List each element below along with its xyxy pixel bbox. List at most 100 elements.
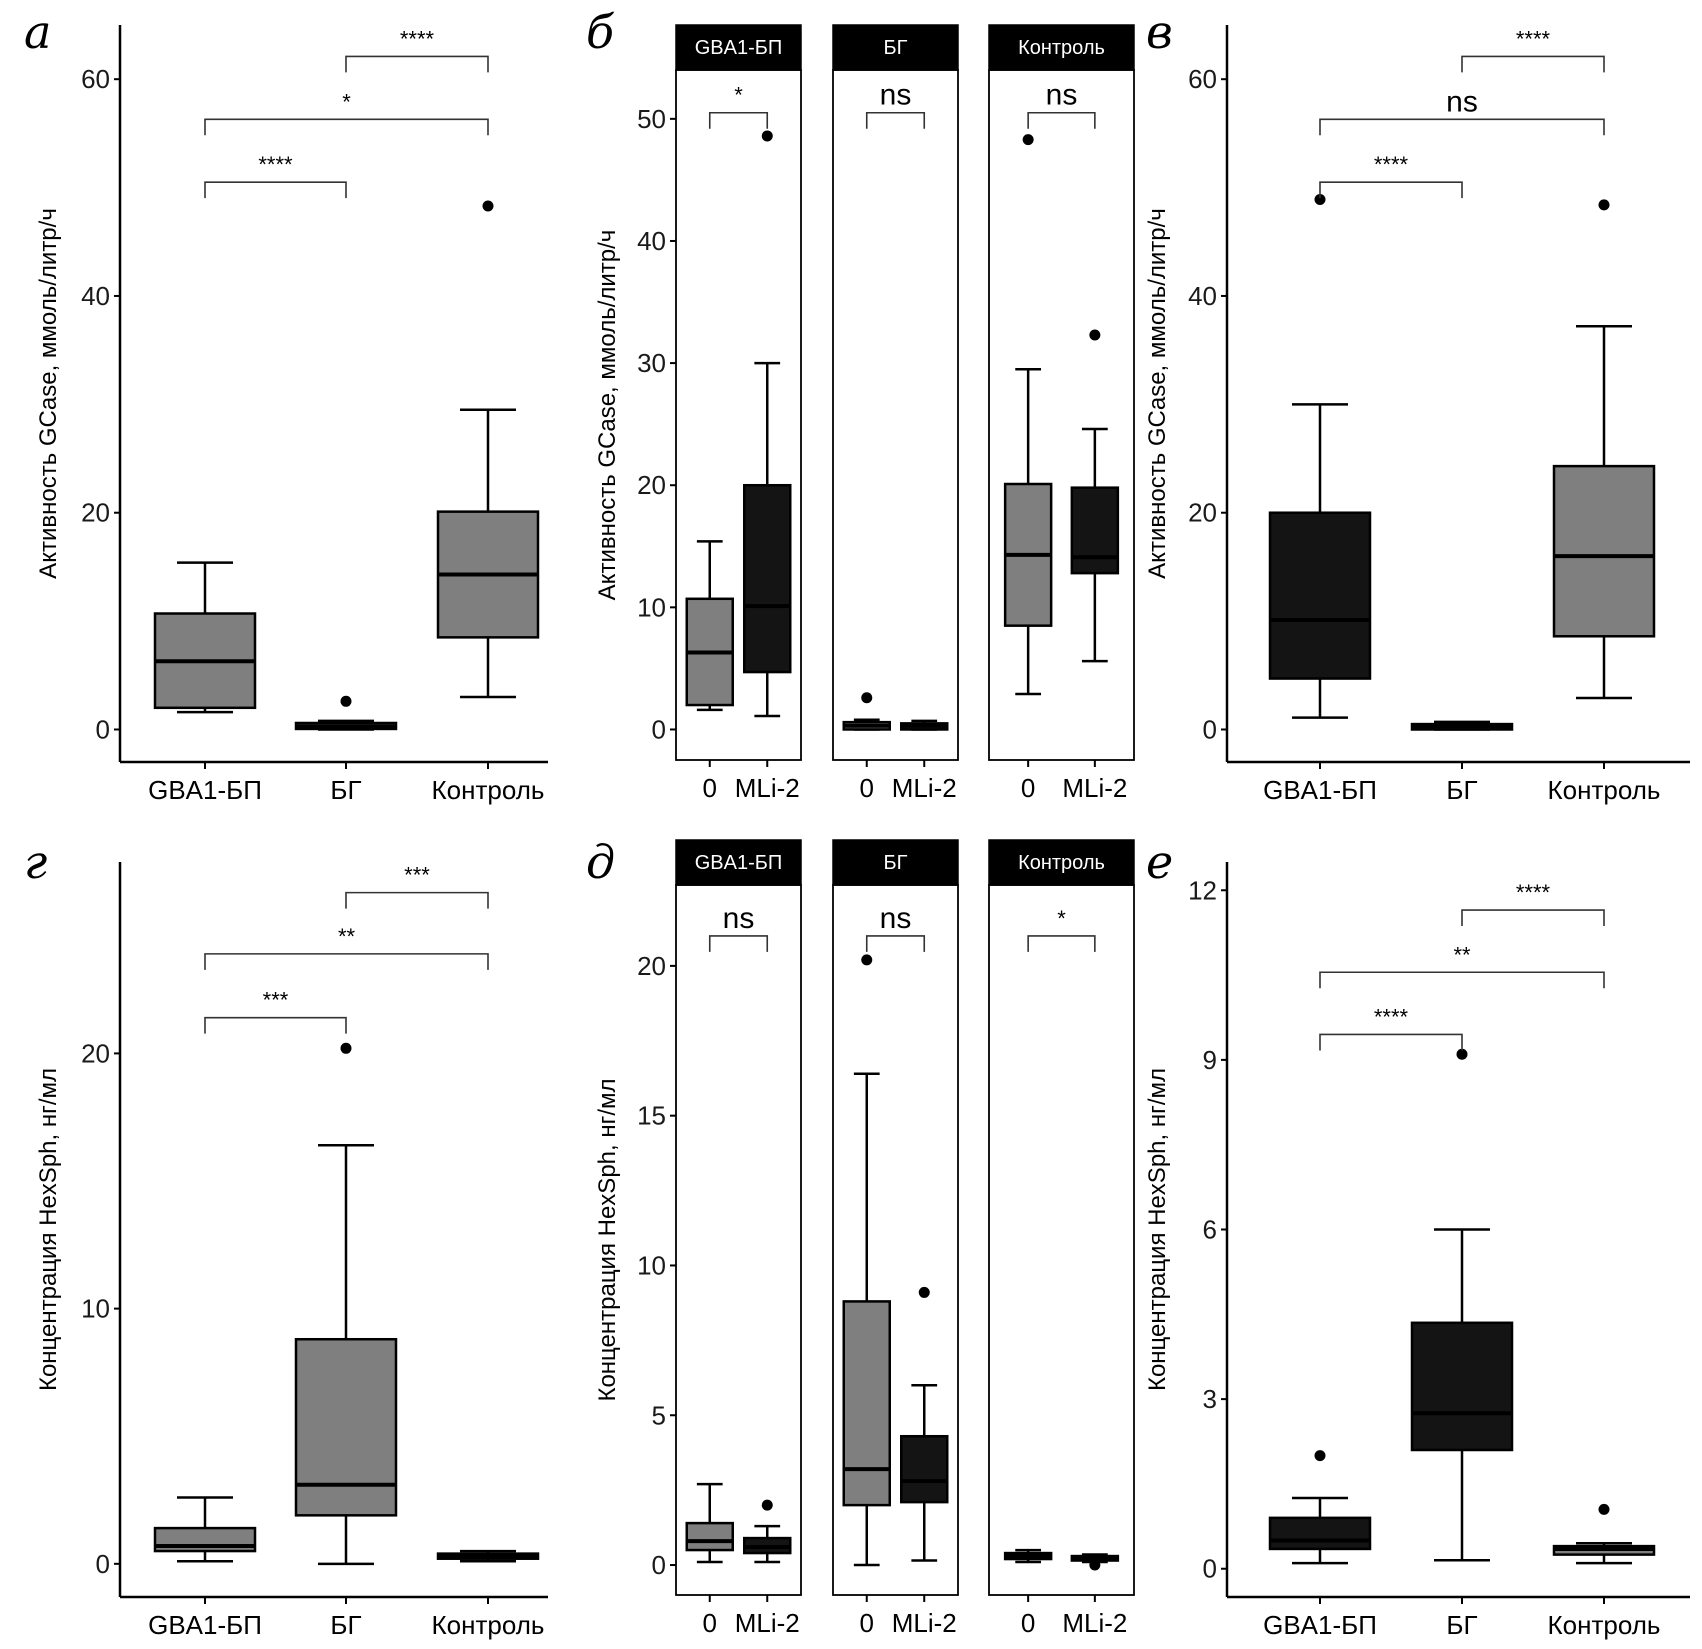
outlier-point (1089, 329, 1101, 341)
significance-bracket (1319, 971, 1605, 989)
outlier-point (861, 692, 873, 704)
y-tick-label: 20 (81, 1038, 110, 1068)
significance-bracket (865, 935, 926, 952)
outlier-point (1456, 1048, 1468, 1060)
box-iqr (1552, 464, 1656, 638)
significance-label: **** (1516, 880, 1551, 905)
significance-label: **** (1374, 1004, 1409, 1029)
box-Контроль (436, 1549, 540, 1563)
facet-strip-label: GBA1-БП (695, 852, 783, 874)
x-tick-label: 0 (1021, 773, 1035, 803)
y-tick-label: 12 (1188, 875, 1217, 905)
significance-bracket (865, 111, 926, 129)
x-tick-label: БГ (330, 775, 361, 805)
outlier-point (1598, 1503, 1610, 1515)
y-axis-title: Активность GCase, ммоль/литр/ч (594, 230, 621, 601)
significance-bracket (1319, 1033, 1463, 1051)
x-tick-label: MLi-2 (735, 773, 800, 803)
y-tick-label: 40 (1188, 281, 1217, 311)
box-Контроль (436, 200, 540, 699)
y-axis-title: Концентрация HexSph, нг/мл (594, 1078, 621, 1401)
box-iqr (294, 1337, 398, 1517)
facet-strip-label: БГ (884, 37, 908, 59)
box-БГ (1410, 1048, 1514, 1562)
significance-bracket (204, 953, 489, 970)
y-tick-label: 40 (637, 226, 666, 256)
facet-БГ: БГ 0 MLi-2 ns (832, 839, 959, 1638)
facet-strip (832, 839, 959, 886)
box-0 (842, 692, 891, 731)
x-tick-label: MLi-2 (892, 773, 957, 803)
facet-strip-label: БГ (884, 852, 908, 874)
significance-label: * (342, 89, 351, 114)
facet-strip (675, 839, 802, 886)
significance-label: **** (400, 26, 435, 51)
box-iqr (842, 1300, 891, 1507)
y-tick-label: 9 (1203, 1045, 1217, 1075)
x-tick-label: MLi-2 (1062, 773, 1127, 803)
box-GBA1-БП (1268, 193, 1372, 719)
x-tick-label: 0 (860, 1608, 874, 1638)
facet-GBA1-БП: GBA1-БП 0 MLi-2 * (675, 24, 802, 803)
box-MLi-2 (1070, 329, 1120, 663)
x-tick-label: MLi-2 (892, 1608, 957, 1638)
y-tick-label: 10 (637, 1250, 666, 1280)
panel-f: 0 3 6 9 12 Концентрация HexSph, нг/мл е GBA1-БП… (1144, 835, 1690, 1640)
box-Контроль (1552, 199, 1656, 700)
y-tick-label: 0 (1203, 1554, 1217, 1584)
facet-strip-label: GBA1-БП (695, 37, 783, 59)
outlier-point (1314, 1450, 1326, 1462)
box-iqr (1268, 511, 1372, 680)
y-axis-title: Активность GCase, ммоль/литр/ч (35, 208, 62, 579)
y-tick-label: 20 (637, 470, 666, 500)
facet-strip-label: Контроль (1018, 37, 1105, 59)
box-GBA1-БП (153, 561, 257, 714)
outlier-point (482, 200, 494, 212)
y-tick-label: 50 (637, 104, 666, 134)
x-tick-label: GBA1-БП (148, 1610, 262, 1640)
y-axis-title: Концентрация HexSph, нг/мл (1144, 1068, 1171, 1391)
y-tick-label: 0 (96, 1549, 110, 1579)
box-Контроль (1552, 1503, 1656, 1565)
x-tick-label: 0 (703, 773, 717, 803)
panel-b: 0 10 20 30 40 50 Активность GCase, ммоль/литр/… (586, 5, 1135, 803)
box-0 (1003, 1548, 1053, 1564)
y-tick-label: 5 (652, 1400, 666, 1430)
panel-label: а (24, 5, 51, 59)
x-tick-label: Контроль (1548, 1610, 1661, 1640)
x-tick-label: 0 (1021, 1608, 1035, 1638)
facet-panel-border (675, 884, 802, 1596)
facet-strip-label: Контроль (1018, 852, 1105, 874)
significance-bracket (204, 118, 489, 136)
y-tick-label: 40 (81, 281, 110, 311)
x-tick-label: GBA1-БП (1263, 1610, 1377, 1640)
x-tick-label: MLi-2 (735, 1608, 800, 1638)
box-БГ (294, 1042, 398, 1566)
outlier-point (1314, 193, 1326, 205)
box-GBA1-БП (153, 1496, 257, 1563)
outlier-point (340, 1042, 352, 1054)
significance-bracket (708, 935, 769, 952)
box-iqr (685, 1521, 734, 1552)
panel-label: в (1146, 5, 1173, 59)
panel-label: е (1146, 835, 1173, 889)
significance-bracket (1027, 111, 1096, 129)
y-tick-label: 20 (81, 498, 110, 528)
facet-panel-border (988, 884, 1135, 1596)
y-tick-label: 20 (637, 951, 666, 981)
significance-label: *** (404, 863, 430, 888)
box-iqr (1410, 1321, 1514, 1452)
y-tick-label: 60 (1188, 64, 1217, 94)
y-axis-title: Активность GCase, ммоль/литр/ч (1144, 208, 1171, 579)
y-tick-label: 10 (637, 592, 666, 622)
panel-d: 0 10 20 Концентрация HexSph, нг/мл г GBA1-БП Б… (24, 835, 548, 1640)
x-tick-label: 0 (860, 773, 874, 803)
x-tick-label: БГ (330, 1610, 361, 1640)
x-tick-label: Контроль (1548, 775, 1661, 805)
y-tick-label: 60 (81, 64, 110, 94)
significance-bracket (204, 1016, 347, 1034)
box-MLi-2 (743, 130, 792, 718)
box-0 (842, 954, 891, 1567)
outlier-point (1089, 1559, 1101, 1571)
